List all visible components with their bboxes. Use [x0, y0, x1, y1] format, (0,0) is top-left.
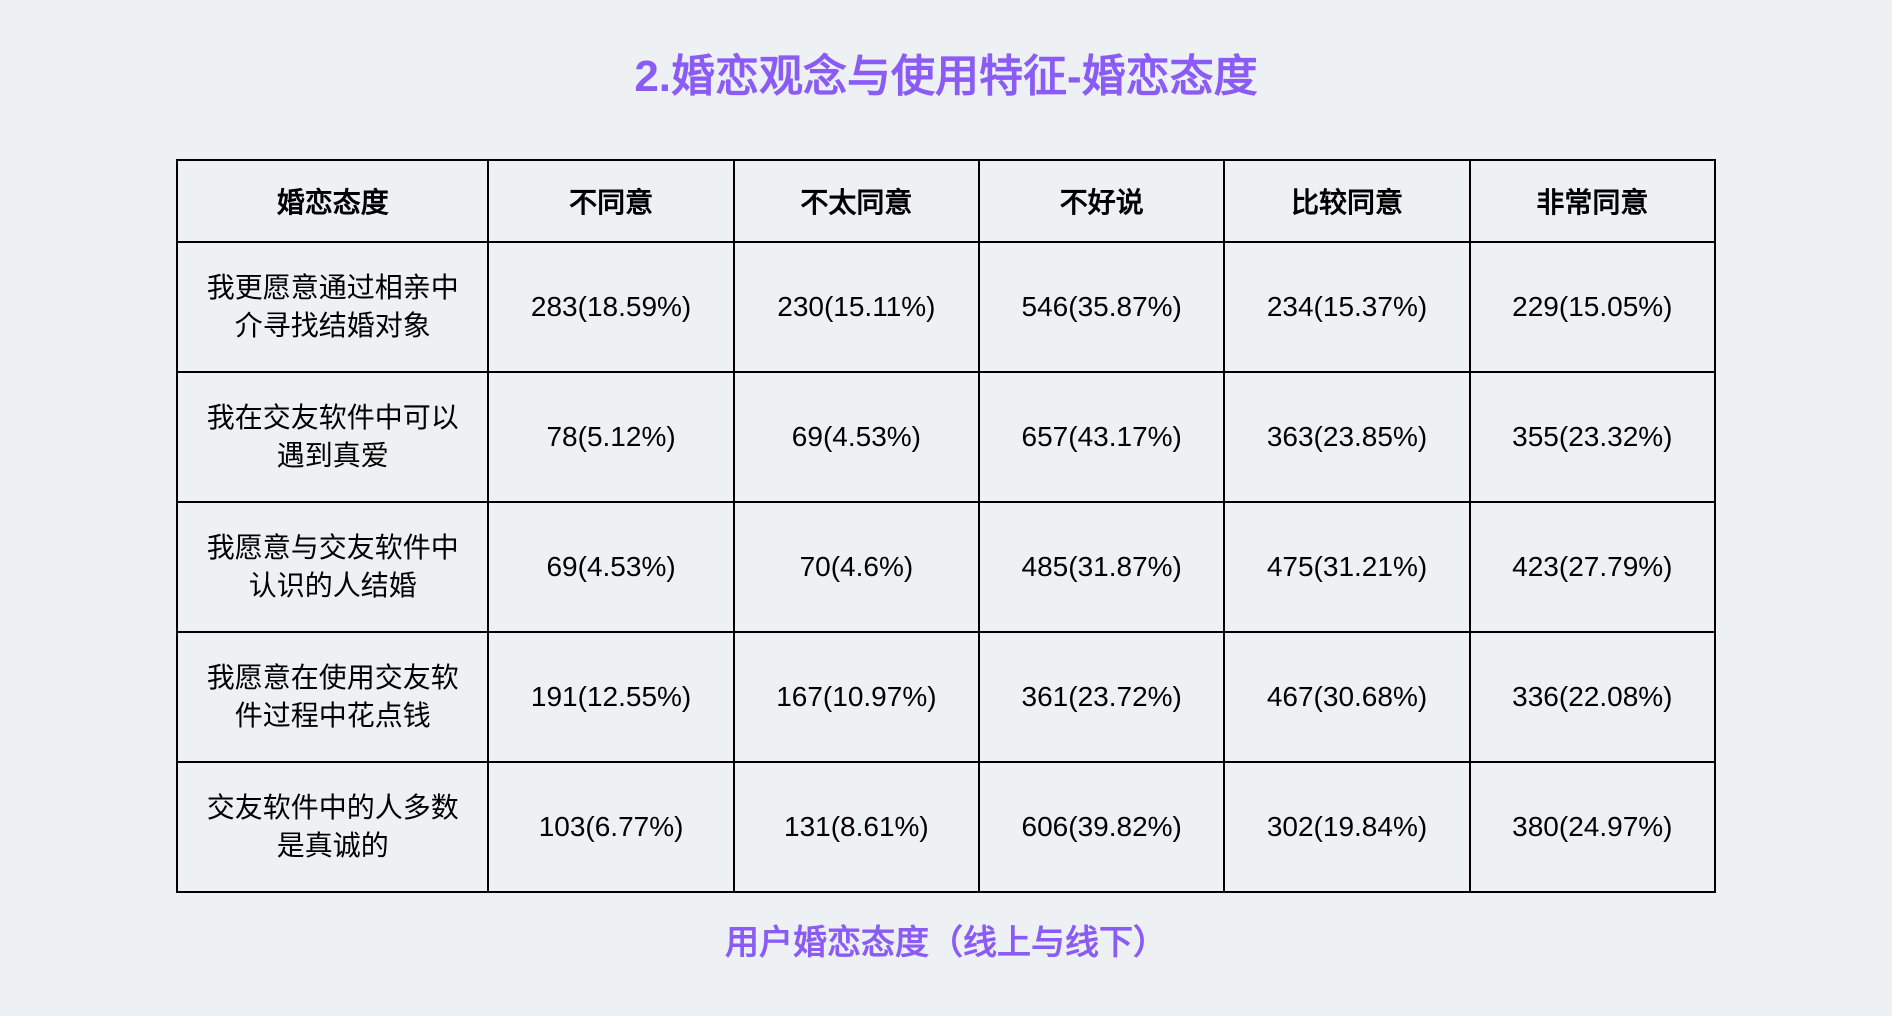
row-label: 我在交友软件中可以遇到真爱	[177, 372, 488, 502]
table-container: 婚恋态度 不同意 不太同意 不好说 比较同意 非常同意 我更愿意通过相亲中介寻找…	[176, 159, 1716, 964]
table-cell: 234(15.37%)	[1224, 242, 1469, 372]
table-cell: 336(22.08%)	[1470, 632, 1715, 762]
table-cell: 230(15.11%)	[734, 242, 979, 372]
attitude-table: 婚恋态度 不同意 不太同意 不好说 比较同意 非常同意 我更愿意通过相亲中介寻找…	[176, 159, 1716, 893]
page-root: 2.婚恋观念与使用特征-婚恋态度 婚恋态度 不同意 不太同意 不好说 比较同意 …	[0, 0, 1892, 1016]
table-cell: 355(23.32%)	[1470, 372, 1715, 502]
table-cell: 361(23.72%)	[979, 632, 1224, 762]
table-cell: 69(4.53%)	[488, 502, 733, 632]
table-cell: 229(15.05%)	[1470, 242, 1715, 372]
table-cell: 380(24.97%)	[1470, 762, 1715, 892]
table-header-row: 婚恋态度 不同意 不太同意 不好说 比较同意 非常同意	[177, 160, 1715, 242]
table-cell: 467(30.68%)	[1224, 632, 1469, 762]
table-cell: 363(23.85%)	[1224, 372, 1469, 502]
table-cell: 657(43.17%)	[979, 372, 1224, 502]
col-header-strongly-agree: 非常同意	[1470, 160, 1715, 242]
table-cell: 485(31.87%)	[979, 502, 1224, 632]
col-header-neutral: 不好说	[979, 160, 1224, 242]
table-cell: 606(39.82%)	[979, 762, 1224, 892]
col-header-attitude: 婚恋态度	[177, 160, 488, 242]
table-row: 我在交友软件中可以遇到真爱 78(5.12%) 69(4.53%) 657(43…	[177, 372, 1715, 502]
table-cell: 69(4.53%)	[734, 372, 979, 502]
page-title: 2.婚恋观念与使用特征-婚恋态度	[0, 40, 1892, 104]
table-row: 交友软件中的人多数是真诚的 103(6.77%) 131(8.61%) 606(…	[177, 762, 1715, 892]
table-cell: 302(19.84%)	[1224, 762, 1469, 892]
table-cell: 70(4.6%)	[734, 502, 979, 632]
col-header-disagree: 不同意	[488, 160, 733, 242]
row-label: 我更愿意通过相亲中介寻找结婚对象	[177, 242, 488, 372]
table-row: 我愿意在使用交友软件过程中花点钱 191(12.55%) 167(10.97%)…	[177, 632, 1715, 762]
table-cell: 131(8.61%)	[734, 762, 979, 892]
table-cell: 475(31.21%)	[1224, 502, 1469, 632]
table-row: 我愿意与交友软件中认识的人结婚 69(4.53%) 70(4.6%) 485(3…	[177, 502, 1715, 632]
col-header-somewhat-disagree: 不太同意	[734, 160, 979, 242]
table-cell: 546(35.87%)	[979, 242, 1224, 372]
table-caption: 用户婚恋态度（线上与线下）	[176, 915, 1716, 964]
row-label: 交友软件中的人多数是真诚的	[177, 762, 488, 892]
row-label: 我愿意在使用交友软件过程中花点钱	[177, 632, 488, 762]
table-row: 我更愿意通过相亲中介寻找结婚对象 283(18.59%) 230(15.11%)…	[177, 242, 1715, 372]
col-header-somewhat-agree: 比较同意	[1224, 160, 1469, 242]
table-cell: 283(18.59%)	[488, 242, 733, 372]
table-cell: 167(10.97%)	[734, 632, 979, 762]
table-cell: 78(5.12%)	[488, 372, 733, 502]
table-cell: 103(6.77%)	[488, 762, 733, 892]
table-cell: 191(12.55%)	[488, 632, 733, 762]
row-label: 我愿意与交友软件中认识的人结婚	[177, 502, 488, 632]
table-cell: 423(27.79%)	[1470, 502, 1715, 632]
